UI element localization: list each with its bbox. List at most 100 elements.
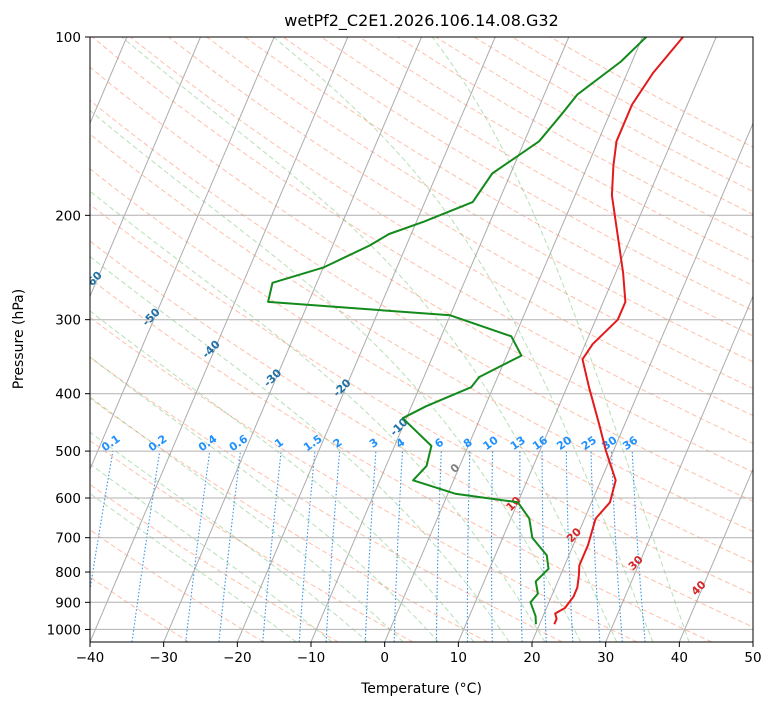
y-tick-label: 300 (55, 313, 81, 329)
x-tick-label: 0 (380, 650, 389, 666)
moist-adiabat-line (90, 463, 333, 642)
temperature-line (553, 37, 684, 625)
moist-adiabat-line (90, 396, 404, 642)
dry-adiabat-line (90, 397, 488, 642)
adiabat-label: -40 (200, 338, 223, 361)
y-tick-label: 800 (55, 565, 81, 581)
dry-adiabat-line (244, 37, 753, 337)
dry-adiabat-line (90, 529, 264, 642)
adiabat-label: -50 (140, 305, 163, 328)
x-tick-label: 30 (597, 650, 614, 666)
y-axis-label: Pressure (hPa) (11, 289, 27, 389)
dry-adiabat-line (90, 576, 190, 642)
dry-adiabat-line (90, 203, 753, 595)
mixing-ratio-line (490, 451, 494, 642)
x-tick-label: 40 (671, 650, 688, 666)
adiabat-label: -70 (26, 226, 49, 249)
dry-adiabat-line (90, 168, 753, 563)
x-tick-label: −40 (76, 650, 105, 666)
isotherm-line (90, 37, 275, 471)
background-lines (90, 37, 753, 642)
isotherm-line (90, 37, 349, 642)
chart-title: wetPf2_C2E1.2026.106.14.08.G32 (284, 11, 558, 31)
mixing-ratio-line (325, 451, 341, 642)
moist-adiabat-line (90, 431, 369, 642)
mixing-ratio-label: 1 (272, 436, 286, 451)
dry-adiabat-line (90, 240, 753, 628)
mixing-ratio-line (364, 451, 377, 642)
moist-adiabat-line (90, 492, 297, 642)
y-tick-label: 200 (55, 208, 81, 224)
isotherm-line (457, 37, 717, 642)
adiabat-label: -20 (330, 376, 353, 399)
dry-adiabat-line (90, 356, 563, 642)
grid-lines (90, 37, 753, 642)
isotherm-line (678, 467, 753, 642)
mixing-ratio-line (262, 451, 282, 642)
isotherm-line (752, 640, 753, 642)
moist-adiabat-line (431, 37, 690, 642)
moist-adiabat-line (90, 256, 510, 642)
mixing-ratio-line (185, 451, 211, 642)
isotherm-line (90, 37, 201, 298)
series-lines (267, 37, 684, 625)
dry-adiabat-line (90, 133, 753, 533)
moist-adiabat-line (90, 310, 475, 642)
dry-adiabat-line (206, 37, 753, 363)
x-axis: −40 −30 −20 −10 0 10 20 30 40 50 (76, 642, 762, 666)
isotherm-line (310, 37, 570, 642)
x-tick-label: −20 (223, 650, 252, 666)
mixing-ratio-label: 20 (554, 433, 574, 453)
x-tick-label: −30 (149, 650, 178, 666)
mixing-ratio-label: 25 (579, 434, 599, 453)
y-tick-label: 100 (55, 30, 81, 46)
adiabat-label: -10 (387, 415, 410, 438)
plot-frame (89, 36, 754, 643)
y-tick-label: 600 (55, 491, 81, 507)
x-tick-label: 10 (450, 650, 467, 666)
dry-adiabat-line (90, 66, 753, 473)
adiabat-label: -30 (261, 366, 284, 389)
mixing-ratio-line (393, 451, 404, 642)
dry-adiabat-line (91, 37, 753, 445)
isotherm-line (531, 122, 753, 642)
dry-adiabat-line (168, 37, 753, 389)
mixing-ratio-line (298, 451, 316, 642)
y-tick-label: 700 (55, 531, 81, 547)
x-tick-label: 20 (523, 650, 540, 666)
dry-adiabat-line (90, 316, 638, 642)
dry-adiabat-line (90, 278, 712, 642)
mixing-ratio-line (519, 451, 523, 642)
mixing-ratio-line (610, 451, 623, 642)
y-axis: 100 200 300 400 500 600 700 800 900 1000 (47, 30, 90, 638)
x-tick-label: −10 (297, 650, 326, 666)
mixing-ratio-line (541, 451, 547, 642)
isotherm-line (163, 37, 422, 642)
mixing-ratio-label: 16 (530, 433, 550, 453)
moist-adiabat-line (273, 37, 654, 642)
y-tick-label: 1000 (47, 622, 81, 638)
isotherm-line (605, 295, 753, 642)
mixing-ratio-line (90, 451, 114, 594)
mixing-ratio-label: 10 (481, 433, 501, 453)
mixing-ratio-line (218, 451, 242, 642)
mixing-ratio-label: 13 (508, 434, 528, 453)
dry-adiabat-line (90, 99, 753, 502)
adiabat-label: 10 (504, 494, 524, 514)
adiabat-label: 30 (626, 553, 646, 573)
y-tick-label: 400 (55, 387, 81, 403)
dry-adiabat-line (90, 440, 414, 642)
dry-adiabat-line (90, 483, 339, 642)
mixing-ratio-label: 6 (432, 436, 446, 451)
dry-adiabat-line (282, 37, 753, 312)
adiabat-label: 40 (689, 578, 709, 598)
mixing-ratio-line (590, 451, 601, 642)
y-tick-label: 900 (55, 595, 81, 611)
mixing-ratio-line (565, 451, 574, 642)
adiabat-label: 20 (564, 525, 584, 545)
dry-adiabat-line (359, 37, 753, 263)
dewpoint-line (267, 37, 647, 625)
x-axis-label: Temperature (°C) (360, 681, 482, 697)
y-tick-label: 500 (55, 444, 81, 460)
